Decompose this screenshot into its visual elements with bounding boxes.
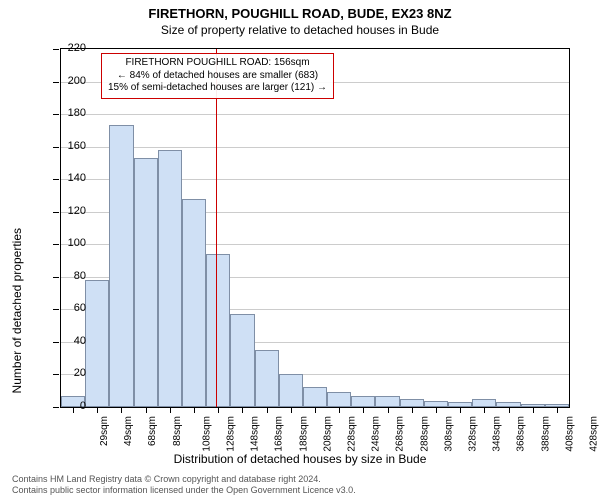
- x-tick: [388, 407, 389, 413]
- x-tick: [170, 407, 171, 413]
- x-tick-label: 388sqm: [540, 416, 551, 452]
- gridline: [61, 147, 569, 148]
- x-tick-label: 108sqm: [201, 416, 212, 452]
- chart-title: FIRETHORN, POUGHILL ROAD, BUDE, EX23 8NZ: [0, 0, 600, 21]
- histogram-bar: [303, 387, 327, 407]
- y-tick-label: 120: [68, 205, 86, 217]
- histogram-bar: [182, 199, 206, 407]
- x-tick-label: 168sqm: [274, 416, 285, 452]
- histogram-bar: [230, 314, 254, 407]
- x-tick: [218, 407, 219, 413]
- gridline: [61, 114, 569, 115]
- x-tick-label: 328sqm: [468, 416, 479, 452]
- x-tick: [242, 407, 243, 413]
- footer-line2: Contains public sector information licen…: [12, 485, 356, 496]
- x-tick: [509, 407, 510, 413]
- x-tick: [267, 407, 268, 413]
- histogram-bar: [472, 399, 496, 407]
- x-tick: [460, 407, 461, 413]
- histogram-bar: [206, 254, 230, 407]
- histogram-bar: [255, 350, 279, 407]
- y-tick: [53, 309, 59, 310]
- x-tick-label: 29sqm: [99, 416, 110, 446]
- y-tick: [53, 277, 59, 278]
- x-tick: [291, 407, 292, 413]
- y-tick: [53, 342, 59, 343]
- annotation-line3: 15% of semi-detached houses are larger (…: [108, 82, 327, 95]
- y-tick: [53, 212, 59, 213]
- y-tick-label: 140: [68, 172, 86, 184]
- x-tick-label: 308sqm: [443, 416, 454, 452]
- x-tick-label: 268sqm: [395, 416, 406, 452]
- y-tick-label: 0: [80, 400, 86, 412]
- annotation-line1: FIRETHORN POUGHILL ROAD: 156sqm: [108, 57, 327, 70]
- x-tick: [146, 407, 147, 413]
- footer-text: Contains HM Land Registry data © Crown c…: [12, 474, 356, 496]
- y-tick: [53, 407, 59, 408]
- y-tick: [53, 244, 59, 245]
- x-tick: [436, 407, 437, 413]
- x-tick: [363, 407, 364, 413]
- y-tick: [53, 374, 59, 375]
- y-tick-label: 40: [74, 335, 86, 347]
- annotation-line2: ← 84% of detached houses are smaller (68…: [108, 70, 327, 83]
- histogram-bar: [134, 158, 158, 407]
- x-tick-label: 49sqm: [123, 416, 134, 446]
- x-tick: [73, 407, 74, 413]
- x-tick-label: 348sqm: [492, 416, 503, 452]
- histogram-bar: [158, 150, 182, 407]
- annotation-box: FIRETHORN POUGHILL ROAD: 156sqm ← 84% of…: [101, 53, 334, 99]
- y-tick-label: 180: [68, 107, 86, 119]
- histogram-bar: [400, 399, 424, 407]
- x-tick: [412, 407, 413, 413]
- y-tick-label: 160: [68, 140, 86, 152]
- x-tick-label: 408sqm: [564, 416, 575, 452]
- y-tick-label: 80: [74, 270, 86, 282]
- y-tick-label: 220: [68, 42, 86, 54]
- x-tick: [339, 407, 340, 413]
- histogram-bar: [279, 374, 303, 407]
- marker-line: [216, 49, 217, 407]
- x-tick-label: 228sqm: [347, 416, 358, 452]
- y-tick: [53, 49, 59, 50]
- x-tick-label: 68sqm: [147, 416, 158, 446]
- x-tick: [315, 407, 316, 413]
- histogram-bar: [351, 396, 375, 407]
- y-tick: [53, 179, 59, 180]
- x-tick: [97, 407, 98, 413]
- chart-subtitle: Size of property relative to detached ho…: [0, 21, 600, 37]
- x-tick: [484, 407, 485, 413]
- x-tick-label: 288sqm: [419, 416, 430, 452]
- histogram-bar: [375, 396, 399, 407]
- x-tick: [533, 407, 534, 413]
- x-tick: [194, 407, 195, 413]
- y-tick: [53, 114, 59, 115]
- x-axis-label: Distribution of detached houses by size …: [0, 452, 600, 466]
- histogram-bar: [109, 125, 133, 407]
- plot-area: FIRETHORN POUGHILL ROAD: 156sqm ← 84% of…: [60, 48, 570, 408]
- y-tick: [53, 82, 59, 83]
- x-tick-label: 428sqm: [588, 416, 599, 452]
- x-tick-label: 368sqm: [516, 416, 527, 452]
- x-tick-label: 88sqm: [172, 416, 183, 446]
- x-tick-label: 248sqm: [371, 416, 382, 452]
- y-tick-label: 100: [68, 237, 86, 249]
- y-tick-label: 20: [74, 367, 86, 379]
- chart-container: FIRETHORN, POUGHILL ROAD, BUDE, EX23 8NZ…: [0, 0, 600, 500]
- footer-line1: Contains HM Land Registry data © Crown c…: [12, 474, 356, 485]
- x-tick: [121, 407, 122, 413]
- x-tick-label: 208sqm: [322, 416, 333, 452]
- histogram-bar: [327, 392, 351, 407]
- x-tick-label: 148sqm: [250, 416, 261, 452]
- x-tick-label: 128sqm: [226, 416, 237, 452]
- y-tick: [53, 147, 59, 148]
- x-tick: [557, 407, 558, 413]
- x-tick-label: 188sqm: [298, 416, 309, 452]
- y-tick-label: 200: [68, 75, 86, 87]
- histogram-bar: [85, 280, 109, 407]
- y-tick-label: 60: [74, 302, 86, 314]
